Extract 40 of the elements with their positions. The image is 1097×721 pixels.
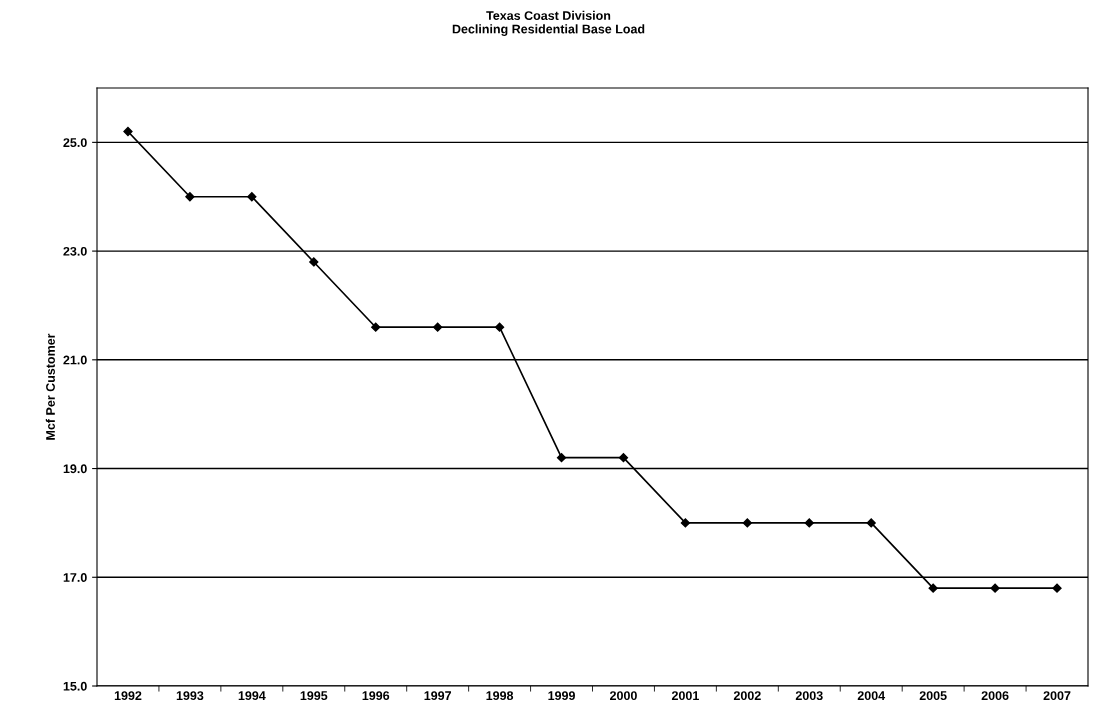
point xyxy=(928,583,938,593)
y-tick-label: 19.0 xyxy=(63,464,87,474)
y-tick-label: 21.0 xyxy=(63,355,87,365)
chart-title: Texas Coast Division Declining Residential Base Load xyxy=(452,10,645,36)
y-tick-label: 15.0 xyxy=(63,681,87,691)
x-tick-label: 1992 xyxy=(114,691,142,701)
x-tick-label: 1996 xyxy=(362,691,390,701)
point xyxy=(309,257,319,267)
x-tick-label: 1995 xyxy=(300,691,328,701)
y-tick-label: 17.0 xyxy=(63,573,87,582)
point xyxy=(1052,583,1062,593)
x-tick-label: 2001 xyxy=(671,691,699,701)
point xyxy=(742,518,752,528)
point xyxy=(433,322,443,332)
point xyxy=(371,322,381,332)
y-axis-title: Mcf Per Customer xyxy=(45,333,55,440)
x-tick-label: 2000 xyxy=(610,691,637,701)
x-tick-label: 1994 xyxy=(238,691,266,701)
x-tick-label: 2002 xyxy=(733,691,761,701)
point xyxy=(247,192,257,202)
point xyxy=(123,126,133,137)
point xyxy=(185,192,195,202)
x-tick-label: 2006 xyxy=(981,691,1009,701)
x-tick-label: 1999 xyxy=(548,691,575,701)
x-tick-label: 2003 xyxy=(795,691,823,701)
x-tick-label: 2004 xyxy=(857,691,886,701)
point xyxy=(494,322,505,332)
x-tick-label: 1997 xyxy=(424,691,452,701)
x-tick-label: 1998 xyxy=(486,691,514,701)
point xyxy=(866,518,876,528)
x-tick-label: 2005 xyxy=(919,691,947,701)
x-tick-label: 1993 xyxy=(176,691,204,701)
y-tick-label: 23.0 xyxy=(63,246,87,256)
y-tick-label: 25.0 xyxy=(63,138,87,148)
point xyxy=(556,453,567,463)
point xyxy=(618,453,629,463)
x-tick-label: 2007 xyxy=(1043,691,1071,701)
point xyxy=(804,518,814,528)
point xyxy=(680,518,691,528)
point xyxy=(990,583,1000,593)
